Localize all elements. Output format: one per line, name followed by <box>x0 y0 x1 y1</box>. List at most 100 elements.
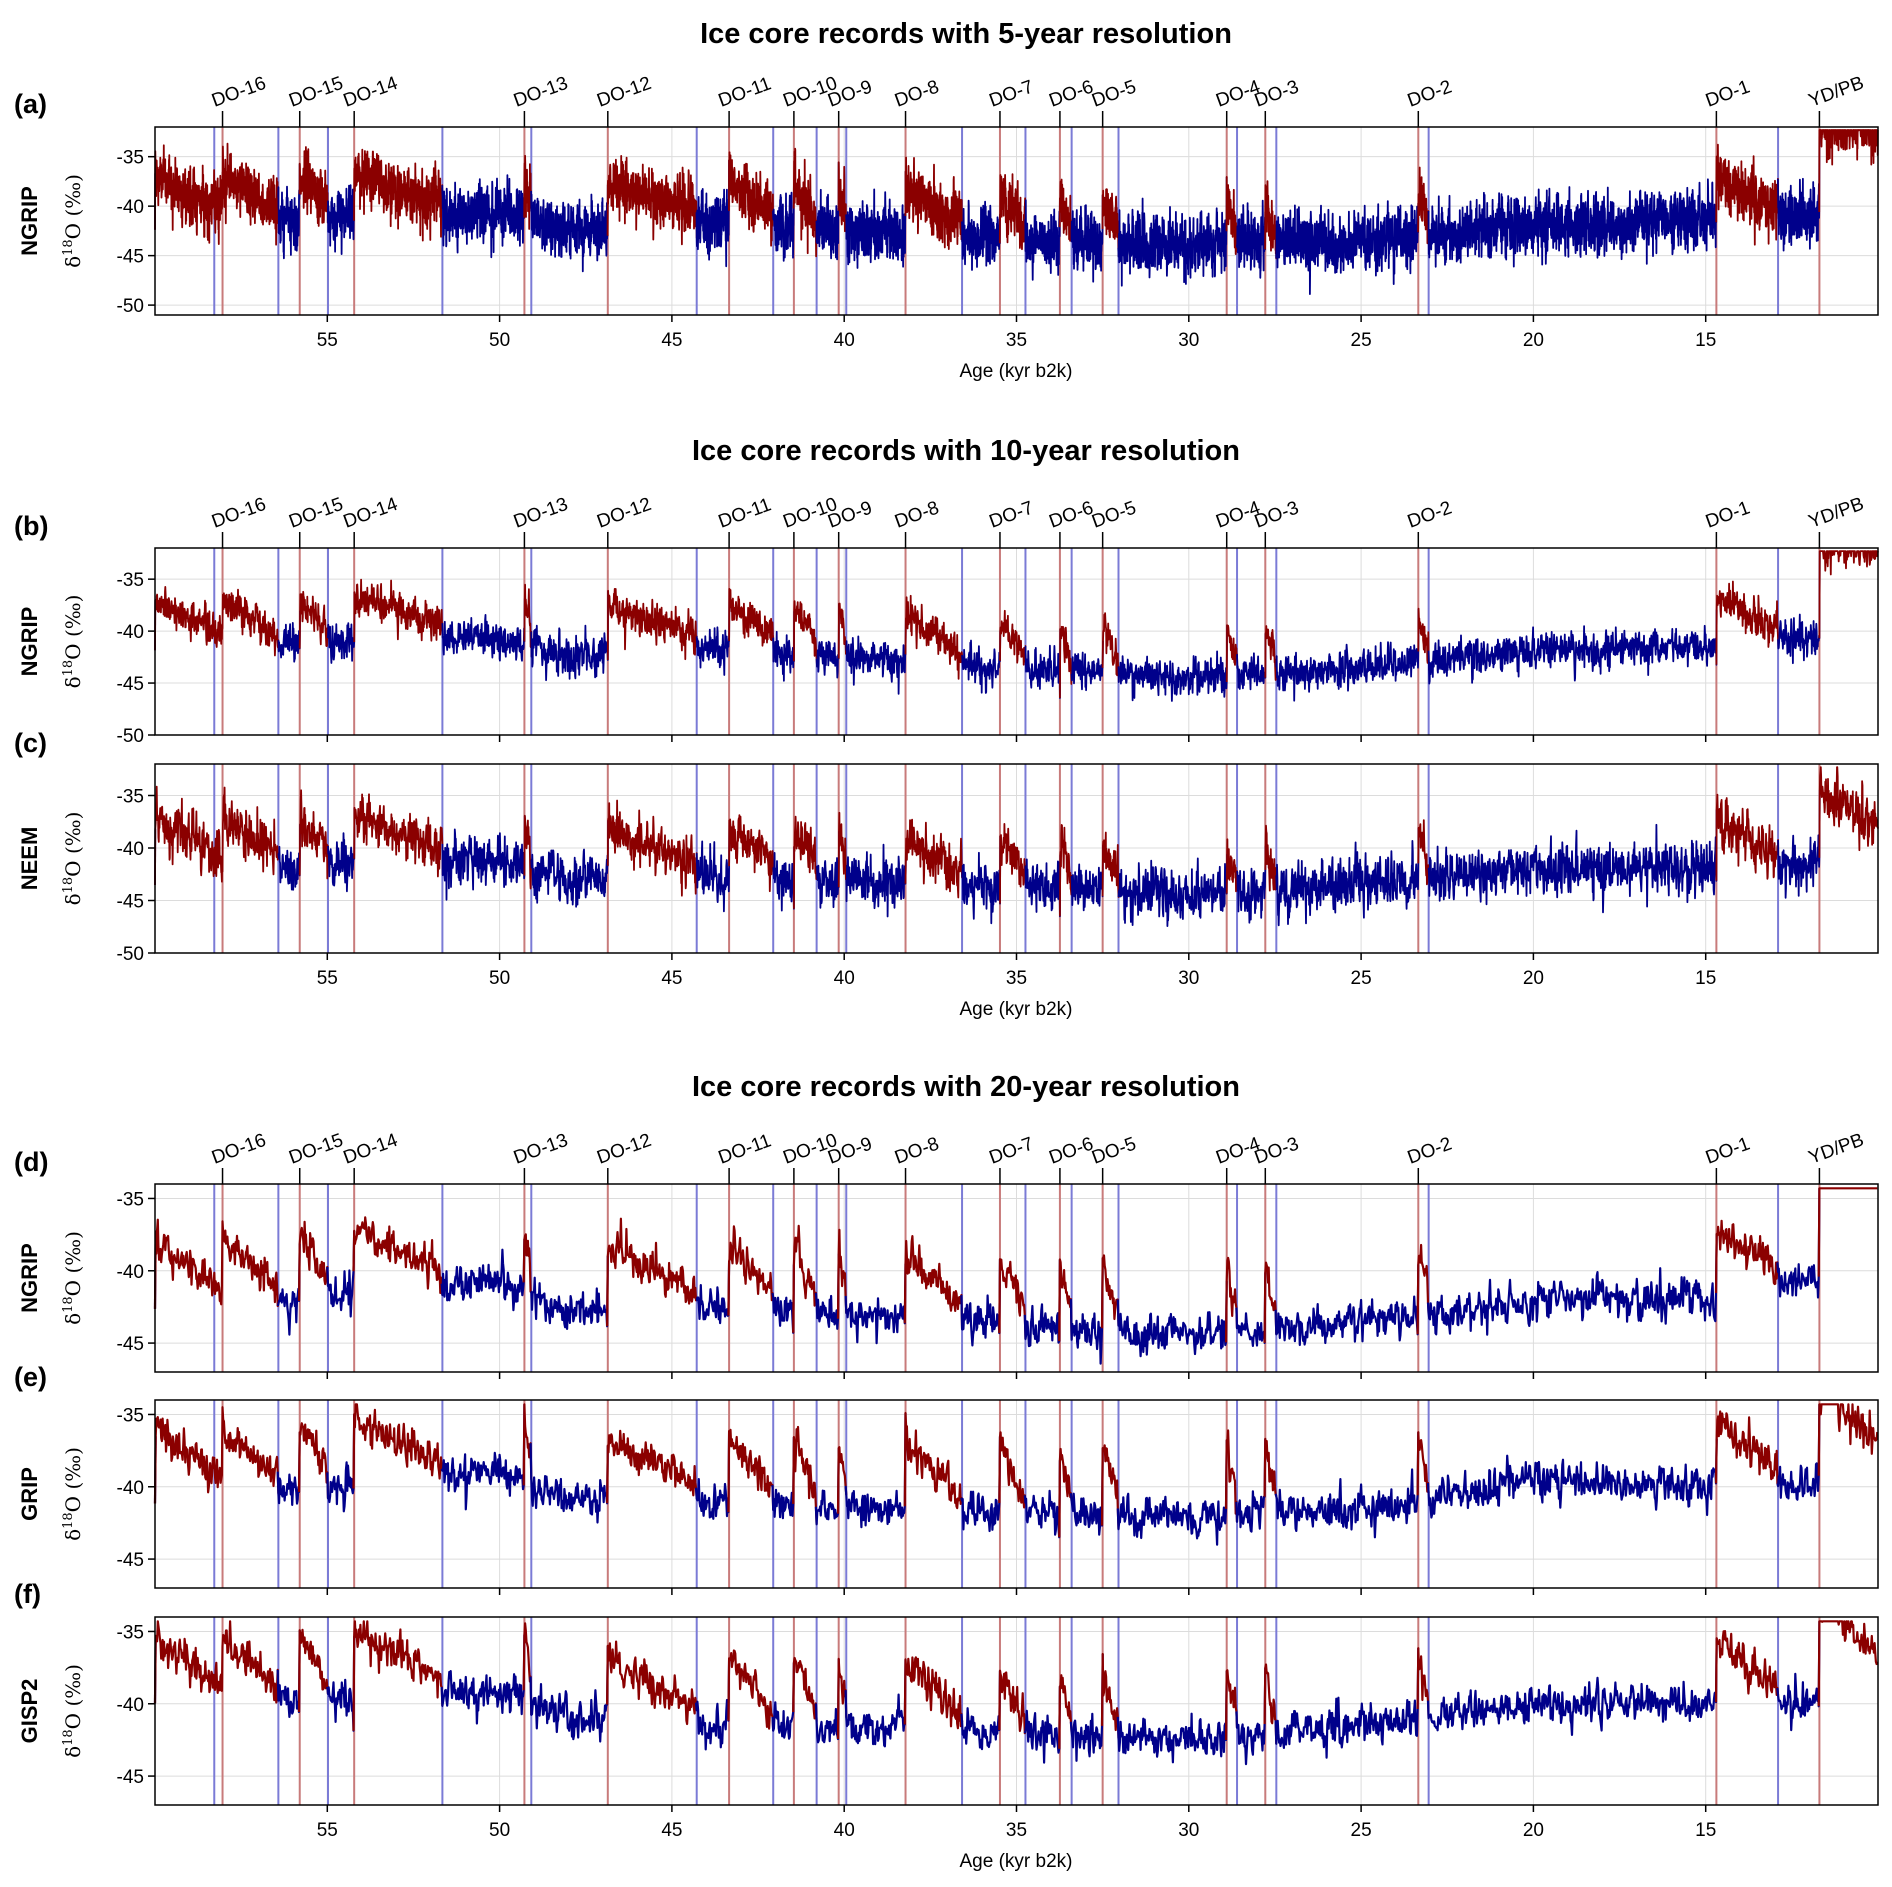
xtick-label: 35 <box>1006 968 1027 989</box>
xtick-label: 45 <box>661 330 682 351</box>
series-interstadial <box>606 1429 698 1504</box>
xtick-label: 35 <box>1006 1820 1027 1841</box>
series-stadial <box>695 588 731 676</box>
series-stadial <box>844 1659 907 1748</box>
y-label-suffix: O (‰) <box>61 174 85 239</box>
event-label-do-14: DO-14 <box>341 73 401 112</box>
series-interstadial <box>792 1425 818 1525</box>
event-label-do-16: DO-16 <box>209 1130 269 1169</box>
xtick-label: 20 <box>1523 1820 1544 1841</box>
event-label-do-1: DO-1 <box>1703 1133 1753 1168</box>
y-label-delta: δ <box>61 676 85 688</box>
event-label-do-6: DO-6 <box>1046 76 1096 111</box>
series-stadial <box>695 160 730 268</box>
series-stadial <box>277 610 301 663</box>
series-stadial <box>844 1412 907 1529</box>
series-stadial <box>694 1431 731 1520</box>
section-title-5yr: Ice core records with 5-year resolution <box>700 18 1232 50</box>
event-label-do-7: DO-7 <box>986 497 1036 532</box>
ytick-label: -35 <box>117 148 144 169</box>
series-interstadial <box>1263 1261 1278 1343</box>
series-interstadial <box>1225 838 1239 894</box>
y-axis-label: δ18O (‰) <box>61 595 85 689</box>
series-stadial <box>845 171 907 269</box>
series-interstadial <box>1100 1254 1120 1329</box>
series-interstadial <box>1263 1437 1278 1497</box>
x-axis-label: Age (kyr b2k) <box>960 999 1073 1020</box>
series-interstadial <box>728 588 775 662</box>
core-name: GRIP <box>17 1467 42 1521</box>
event-label-do-6: DO-6 <box>1046 497 1096 532</box>
series-stadial <box>529 1443 609 1524</box>
series-stadial <box>1274 1264 1420 1347</box>
series-interstadial <box>1416 1647 1430 1719</box>
series-interstadial <box>793 600 818 667</box>
core-name: NGRIP <box>17 186 42 256</box>
series-stadial <box>1116 1281 1228 1358</box>
xtick-label: 35 <box>1006 330 1027 351</box>
series-interstadial <box>1224 1429 1239 1522</box>
series-stadial <box>1117 625 1228 702</box>
series-stadial <box>960 1670 1002 1751</box>
series-stadial <box>815 603 840 679</box>
series-interstadial <box>837 602 848 659</box>
event-label-do-5: DO-5 <box>1089 1133 1139 1168</box>
panel-label: (e) <box>14 1362 47 1392</box>
event-label-yd/pb: YD/PB <box>1806 493 1867 532</box>
xtick-label: 30 <box>1178 1820 1199 1841</box>
series-interstadial <box>1059 625 1073 699</box>
event-label-do-7: DO-7 <box>986 1133 1036 1168</box>
series-stadial <box>327 592 356 664</box>
series-stadial <box>1070 640 1104 692</box>
event-label-do-6: DO-6 <box>1046 1133 1096 1168</box>
y-axis-label: δ18O (‰) <box>61 1664 85 1758</box>
series-interstadial <box>1224 1669 1239 1741</box>
event-label-do-7: DO-7 <box>986 76 1036 111</box>
series-stadial <box>814 1253 840 1330</box>
event-label-do-2: DO-2 <box>1405 76 1455 111</box>
y-label-delta: δ <box>61 1746 85 1758</box>
series-stadial <box>530 1255 609 1331</box>
xtick-label: 15 <box>1695 330 1716 351</box>
series-interstadial <box>1100 1444 1120 1530</box>
ytick-label: -50 <box>117 296 144 317</box>
x-axis-label: Age (kyr b2k) <box>960 1851 1073 1872</box>
series-interstadial <box>153 1406 280 1504</box>
series-stadial <box>1116 1670 1228 1764</box>
series-stadial <box>695 820 731 913</box>
series-stadial <box>961 836 1002 925</box>
ytick-label: -35 <box>117 570 144 591</box>
series-stadial <box>1236 633 1267 691</box>
series-interstadial <box>297 1220 330 1302</box>
series-interstadial <box>1715 793 1780 881</box>
series-stadial <box>772 846 796 912</box>
series-interstadial <box>998 173 1027 252</box>
panel-label: (a) <box>14 89 47 119</box>
series-stadial <box>1427 809 1718 914</box>
series-stadial <box>276 1630 301 1719</box>
series-interstadial <box>904 594 964 680</box>
series-interstadial <box>999 609 1027 666</box>
series-stadial <box>529 1645 609 1743</box>
section-title-20yr: Ice core records with 20-year resolution <box>692 1071 1240 1103</box>
ytick-label: -40 <box>117 839 144 860</box>
event-label-do-8: DO-8 <box>892 1133 942 1168</box>
event-label-do-1: DO-1 <box>1703 497 1753 532</box>
y-label-delta: δ <box>61 1529 85 1541</box>
y-label-suffix: O (‰) <box>61 1231 85 1296</box>
series-stadial <box>1070 845 1104 912</box>
series-stadial <box>1024 628 1062 699</box>
event-label-do-1: DO-1 <box>1703 76 1753 111</box>
series-stadial <box>1117 176 1228 287</box>
series-interstadial <box>1101 188 1120 257</box>
series-interstadial <box>353 793 444 878</box>
ytick-label: -45 <box>117 1334 144 1355</box>
core-name: GISP2 <box>17 1679 42 1744</box>
series-interstadial <box>1101 831 1120 898</box>
series-interstadial <box>904 156 963 251</box>
xtick-label: 30 <box>1178 968 1199 989</box>
series-interstadial <box>1058 178 1073 242</box>
series-interstadial <box>1101 612 1120 683</box>
ytick-label: -35 <box>117 1622 144 1643</box>
series-interstadial <box>523 154 533 230</box>
